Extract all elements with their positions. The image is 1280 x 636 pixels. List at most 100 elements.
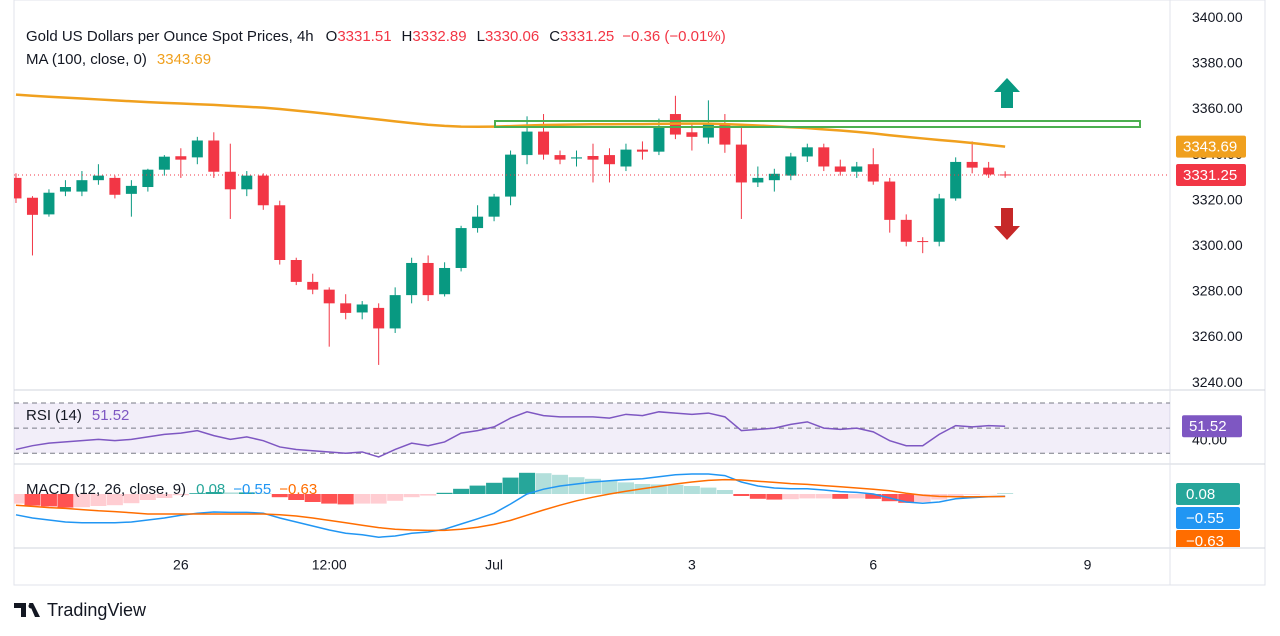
candle-body — [538, 131, 550, 155]
macd-name: MACD (12, 26, close, 9) — [26, 481, 186, 498]
macd-histogram-bar — [436, 492, 453, 494]
macd-value: 0.08 — [196, 481, 225, 498]
macd-tag: −0.63 — [1186, 533, 1224, 550]
macd-histogram-bar — [519, 472, 536, 494]
candle-body — [933, 198, 945, 242]
down-arrow — [994, 208, 1020, 240]
x-tick-label: 26 — [173, 557, 189, 573]
ohlc-value: 3330.06 — [485, 28, 539, 45]
macd-value: −0.63 — [279, 481, 317, 498]
macd-histogram-bar — [716, 490, 733, 494]
candle-body — [92, 175, 104, 181]
logo — [28, 603, 34, 609]
macd-histogram-bar — [782, 494, 799, 500]
macd-histogram-bar — [848, 494, 865, 499]
candle-body — [323, 289, 335, 304]
candle-body — [867, 164, 879, 182]
candle-body — [257, 175, 269, 206]
candle-body — [719, 124, 731, 145]
candle-body — [406, 262, 418, 296]
candle-body — [373, 307, 385, 329]
y-tick-label: 3400.00 — [1192, 9, 1243, 25]
candle-body — [125, 185, 137, 194]
y-tick-label: 3240.00 — [1192, 374, 1243, 390]
candle-body — [834, 166, 846, 172]
candle-body — [735, 144, 747, 183]
candle-body — [224, 171, 236, 190]
macd-histogram-bar — [650, 484, 667, 494]
rsi-name: RSI (14) — [26, 407, 82, 424]
macd-histogram-bar — [486, 482, 503, 494]
rsi-line — [15, 411, 1006, 458]
macd-histogram-bar — [123, 494, 140, 504]
macd-histogram-bar — [552, 474, 569, 494]
macd-histogram-bar — [172, 494, 189, 496]
candle-body — [900, 219, 912, 242]
x-tick-label: 12:00 — [312, 557, 347, 573]
macd-histogram-bar — [288, 494, 305, 500]
macd-histogram-bar — [420, 494, 437, 496]
macd-histogram-bar — [57, 494, 74, 508]
macd-histogram-bar — [601, 480, 618, 494]
macd-histogram-bar — [469, 485, 486, 494]
ma-name: MA (100, close, 0) — [26, 51, 147, 68]
macd-histogram-bar — [271, 494, 288, 498]
candle-body — [884, 181, 896, 220]
macd-histogram-bar — [964, 494, 981, 495]
ohlc-value: 3332.89 — [412, 28, 466, 45]
ma-price-tag: 3343.69 — [1183, 139, 1237, 156]
brand-name: TradingView — [47, 600, 147, 620]
legend: Gold US Dollars per Ounce Spot Prices, 4… — [26, 28, 726, 498]
macd-histogram-bar — [865, 494, 882, 499]
candle-body — [356, 304, 368, 313]
macd-histogram-bar — [370, 494, 387, 504]
candle-body — [43, 192, 55, 215]
candle-body — [653, 126, 665, 152]
candle-body — [983, 167, 995, 175]
macd-histogram-bar — [502, 477, 519, 494]
candle-body — [752, 177, 764, 183]
candle-body — [620, 149, 632, 167]
candle-body — [109, 177, 121, 195]
macd-histogram-bar — [73, 494, 90, 508]
candle-body — [603, 155, 615, 165]
candle-body — [191, 140, 203, 158]
macd-histogram-bar — [568, 477, 585, 494]
chart-title: Gold US Dollars per Ounce Spot Prices, 4… — [26, 28, 314, 45]
candle-body — [851, 166, 863, 172]
y-tick-label: 3360.00 — [1192, 100, 1243, 116]
macd-tag-bg — [1176, 507, 1240, 529]
up-arrow — [994, 78, 1020, 108]
macd-histogram-bar — [222, 492, 239, 494]
candle-body — [999, 174, 1011, 176]
candle-body — [455, 228, 467, 268]
chart-header: Gold US Dollars per Ounce Spot Prices, 4… — [26, 28, 726, 45]
candle-body — [439, 267, 451, 295]
macd-histogram-bar — [403, 494, 420, 498]
macd-tag: −0.55 — [1186, 510, 1224, 527]
rsi-tag: 51.52 — [1189, 418, 1227, 435]
x-tick-label: 3 — [688, 557, 696, 573]
candle-body — [158, 156, 170, 170]
macd-histogram-bar — [90, 494, 107, 506]
candle-body — [76, 180, 88, 192]
candle-body — [290, 260, 302, 282]
ohlc-value: 3331.51 — [337, 28, 391, 45]
macd-histogram-bar — [255, 493, 272, 494]
candle-body — [472, 216, 484, 229]
candle-body — [26, 197, 38, 215]
macd-histogram-bar — [139, 494, 156, 500]
macd-histogram-bar — [832, 494, 849, 499]
candle-body — [175, 156, 187, 160]
macd-tag: 0.08 — [1186, 486, 1215, 503]
candle-body — [818, 147, 830, 167]
macd-histogram-bar — [321, 494, 338, 504]
signal-line — [15, 478, 1006, 532]
macd-histogram-bar — [354, 494, 371, 504]
macd-histogram-bar — [337, 494, 354, 505]
macd-histogram-bar — [914, 494, 931, 502]
candle-body — [587, 156, 599, 160]
ohlc-key: C — [549, 28, 560, 45]
ma-legend: MA (100, close, 0) 3343.69 — [26, 51, 211, 68]
